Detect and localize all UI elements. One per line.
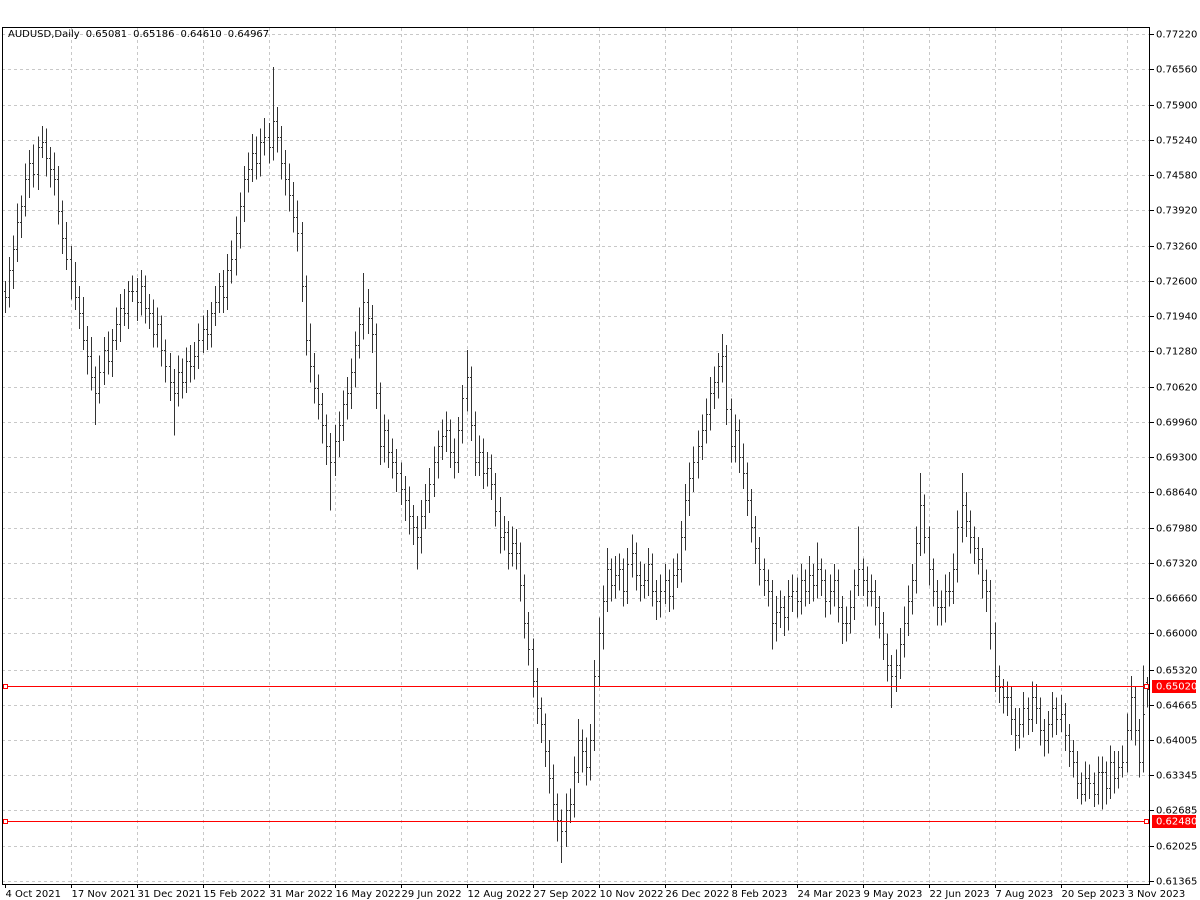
- line-anchor: [3, 819, 8, 824]
- x-tick-label: 10 Nov 2022: [600, 889, 664, 900]
- y-tick-label: 0.69960: [1156, 418, 1197, 429]
- line-anchor: [1144, 819, 1149, 824]
- y-tick-label: 0.70620: [1156, 383, 1197, 394]
- x-tick-label: 17 Nov 2021: [72, 889, 136, 900]
- y-tick-label: 0.67980: [1156, 524, 1197, 535]
- price-tag-label: 0.65020: [1156, 682, 1197, 693]
- header-value: 0.64967: [228, 29, 269, 40]
- header-value: 0.64610: [180, 29, 221, 40]
- x-tick-label: 22 Jun 2023: [930, 889, 990, 900]
- y-tick-label: 0.69300: [1156, 453, 1197, 464]
- price-tag: [1152, 680, 1196, 693]
- marks: [2, 67, 1150, 864]
- price-tag-label: 0.62480: [1156, 817, 1197, 828]
- y-tick-label: 0.62025: [1156, 842, 1197, 853]
- axis: 0.77220 0.76560 0.75900 0.75240 0.74580 0.739…: [5, 30, 1197, 900]
- x-tick-label: 31 Mar 2022: [270, 889, 333, 900]
- y-tick-label: 0.76560: [1156, 65, 1197, 76]
- y-tick-label: 0.67320: [1156, 559, 1197, 570]
- y-tick-label: 0.71280: [1156, 347, 1197, 358]
- y-tick-label: 0.75900: [1156, 101, 1197, 112]
- x-tick-label: 3 Nov 2023: [1128, 889, 1186, 900]
- chart-header: AUDUSD,Daily 0.65081 0.65186 0.64610 0.64967: [8, 29, 269, 40]
- y-tick-label: 0.68640: [1156, 488, 1197, 499]
- x-tick-label: 26 Dec 2022: [666, 889, 730, 900]
- line-anchor: [1144, 684, 1149, 689]
- x-tick-label: 9 May 2023: [864, 889, 923, 900]
- y-tick-label: 0.61365: [1156, 877, 1197, 888]
- y-tick-label: 0.73920: [1156, 206, 1197, 217]
- y-tick-label: 0.77220: [1156, 30, 1197, 41]
- x-tick-label: 29 Jun 2022: [402, 889, 462, 900]
- y-tick-label: 0.64005: [1156, 736, 1197, 747]
- header-value: 0.65081: [86, 29, 127, 40]
- y-tick-label: 0.74580: [1156, 171, 1197, 182]
- header-value: 0.65186: [133, 29, 174, 40]
- y-tick-label: 0.65320: [1156, 666, 1197, 677]
- x-tick-label: 8 Feb 2023: [732, 889, 788, 900]
- symbol: AUDUSD,Daily: [8, 29, 80, 40]
- x-tick-label: 16 May 2022: [336, 889, 401, 900]
- y-tick-label: 0.71940: [1156, 312, 1197, 323]
- y-tick-label: 0.64665: [1156, 701, 1197, 712]
- y-tick-label: 0.72600: [1156, 277, 1197, 288]
- y-tick-label: 0.73260: [1156, 242, 1197, 253]
- x-tick-label: 7 Aug 2023: [996, 889, 1054, 900]
- y-tick-label: 0.66000: [1156, 629, 1197, 640]
- y-tick-label: 0.63345: [1156, 771, 1197, 782]
- x-tick-label: 27 Sep 2022: [534, 889, 597, 900]
- x-tick-label: 4 Oct 2021: [6, 889, 61, 900]
- x-tick-label: 20 Sep 2023: [1062, 889, 1125, 900]
- y-tick-label: 0.75240: [1156, 136, 1197, 147]
- y-tick-label: 0.62685: [1156, 806, 1197, 817]
- x-tick-label: 12 Aug 2022: [468, 889, 532, 900]
- plot-frame: [2, 27, 1150, 885]
- y-tick-label: 0.66660: [1156, 594, 1197, 605]
- x-tick-label: 15 Feb 2022: [204, 889, 266, 900]
- price-tag: [1152, 815, 1196, 828]
- x-tick-label: 31 Dec 2021: [138, 889, 202, 900]
- x-tick-label: 24 Mar 2023: [798, 889, 861, 900]
- line-anchor: [3, 684, 8, 689]
